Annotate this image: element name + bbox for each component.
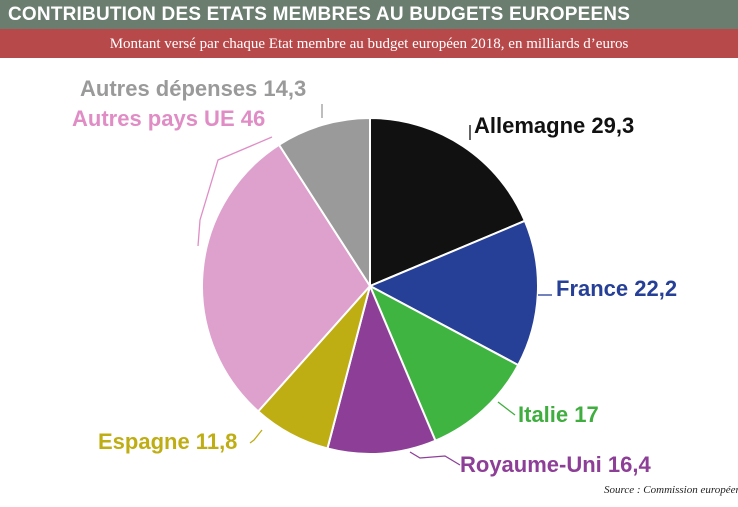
data-label: Italie 17: [518, 402, 599, 427]
data-label: Autres pays UE 46: [72, 106, 265, 131]
source-note: Source : Commission européenne: [604, 484, 738, 496]
chart-subtitle: Montant versé par chaque Etat membre au …: [0, 29, 738, 58]
pie-slice-france: [367, 219, 539, 367]
pie-slice-allemagne: [369, 116, 527, 288]
data-label: Allemagne 29,3: [474, 113, 634, 138]
pie-slice-autres-d-penses: [277, 116, 371, 290]
data-label: France 22,2: [556, 276, 677, 301]
pie-slice-royaume-uni: [326, 282, 437, 455]
data-label: Royaume-Uni 16,4: [460, 452, 651, 477]
data-label: Espagne 11,8: [98, 429, 237, 454]
leader-line: [409, 451, 461, 466]
data-label: Autres dépenses 14,3: [80, 76, 306, 101]
leader-line: [497, 401, 516, 416]
pie-slice-italie: [367, 283, 520, 443]
leader-line: [249, 429, 263, 444]
leader-line: [197, 136, 273, 247]
chart-title: CONTRIBUTION DES ETATS MEMBRES AU BUDGET…: [0, 0, 738, 29]
pie-slice-autres-pays-ue: [201, 143, 372, 413]
